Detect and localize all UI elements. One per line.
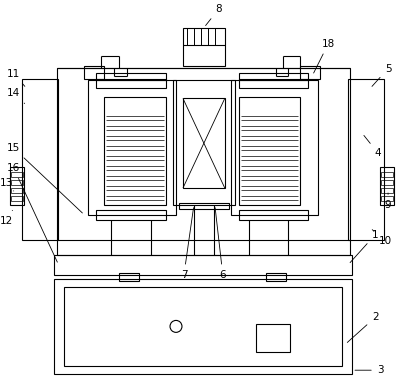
Bar: [11, 196, 23, 201]
Bar: [239, 97, 300, 205]
Bar: [96, 79, 166, 88]
Bar: [11, 172, 23, 177]
Bar: [183, 98, 225, 188]
Bar: [119, 273, 139, 281]
Text: 3: 3: [355, 365, 383, 375]
Text: 11: 11: [7, 69, 25, 86]
Bar: [104, 97, 166, 205]
Text: 1: 1: [350, 230, 378, 263]
Bar: [11, 180, 23, 185]
Bar: [84, 65, 104, 79]
Text: 14: 14: [7, 88, 25, 103]
Text: 7: 7: [181, 208, 193, 280]
Text: 13: 13: [0, 178, 14, 191]
Text: 18: 18: [314, 39, 335, 73]
Text: 6: 6: [215, 208, 226, 280]
Bar: [21, 79, 58, 240]
Text: 8: 8: [206, 4, 222, 26]
Bar: [265, 273, 285, 281]
Bar: [380, 167, 394, 205]
Bar: [64, 286, 342, 366]
Bar: [183, 28, 225, 65]
Bar: [239, 210, 308, 220]
Bar: [381, 188, 393, 193]
Text: 10: 10: [372, 230, 392, 246]
Bar: [381, 172, 393, 177]
Bar: [173, 80, 235, 205]
Bar: [11, 188, 23, 193]
Bar: [96, 210, 166, 220]
Bar: [381, 196, 393, 201]
Text: 2: 2: [347, 313, 378, 342]
Bar: [54, 278, 352, 374]
Text: 9: 9: [385, 193, 391, 210]
Bar: [239, 79, 308, 88]
Bar: [381, 180, 393, 185]
Bar: [231, 80, 318, 215]
Text: 4: 4: [364, 136, 381, 158]
Text: 12: 12: [0, 210, 14, 226]
Bar: [348, 79, 384, 240]
Bar: [256, 324, 291, 352]
Bar: [54, 255, 352, 275]
Bar: [57, 67, 350, 255]
Text: 5: 5: [372, 64, 391, 87]
Bar: [300, 65, 320, 79]
Bar: [10, 167, 24, 205]
Text: 15: 15: [7, 143, 82, 213]
Bar: [179, 203, 229, 209]
Text: 16: 16: [7, 163, 57, 262]
Bar: [96, 72, 166, 80]
Bar: [88, 80, 176, 215]
Bar: [239, 72, 308, 80]
